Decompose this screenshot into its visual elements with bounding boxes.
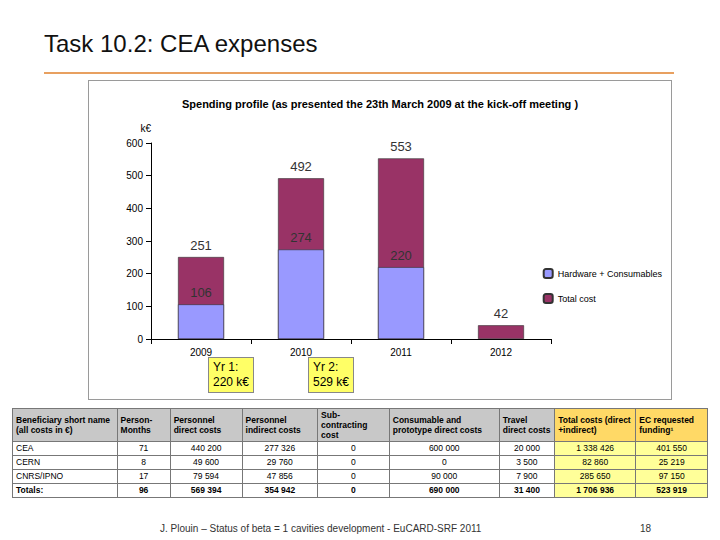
html-text:20 000: 20 000 <box>513 443 540 453</box>
html-text:285 650: 285 650 <box>579 471 611 481</box>
html-text:3 500: 3 500 <box>516 457 538 467</box>
svg-text:274: 274 <box>290 230 312 245</box>
svg-text:400: 400 <box>126 203 143 214</box>
html-text:CERN: CERN <box>16 457 41 467</box>
html-text:31 400: 31 400 <box>513 485 540 495</box>
html-text:CEA: CEA <box>16 443 34 453</box>
html-text:71: 71 <box>138 443 149 453</box>
html-text:0: 0 <box>441 457 447 467</box>
html-text:J. Plouin – Status of beta = 1: J. Plouin – Status of beta = 1 cavities … <box>160 523 482 534</box>
svg-text:2012: 2012 <box>490 347 513 358</box>
html-text:1 338 426: 1 338 426 <box>576 443 615 453</box>
html-text:Yr 1: 220 k€: Yr 1: 220 k€ <box>213 360 249 389</box>
svg-text:k€: k€ <box>140 123 151 134</box>
html-text:79 594: 79 594 <box>193 471 220 481</box>
svg-text:2009: 2009 <box>190 347 213 358</box>
html-text:0: 0 <box>351 485 356 495</box>
html-text:7 900: 7 900 <box>516 471 538 481</box>
svg-text:200: 200 <box>126 268 143 279</box>
html-text:Personnel indirect costs: Personnel indirect costs <box>245 415 301 435</box>
html-text:17: 17 <box>138 471 149 481</box>
html-text:82 860: 82 860 <box>582 457 609 467</box>
html-text:Task 10.2: CEA expenses: Task 10.2: CEA expenses <box>44 30 318 57</box>
svg-text:492: 492 <box>290 159 312 174</box>
html-text:CNRS/IPNO: CNRS/IPNO <box>16 471 64 481</box>
html-text:8: 8 <box>141 457 146 467</box>
html-text:690 000: 690 000 <box>428 485 460 495</box>
svg-text:2010: 2010 <box>290 347 313 358</box>
svg-text:Total cost: Total cost <box>558 294 597 304</box>
html-text:EC requested funding¹: EC requested funding¹ <box>639 415 695 435</box>
html-text:97 150: 97 150 <box>658 471 685 481</box>
html-text:Totals:: Totals: <box>16 485 44 495</box>
html-text:0: 0 <box>351 471 356 481</box>
html-text:Consumable and prototype direc: Consumable and prototype direct costs <box>392 415 483 435</box>
html-text:49 600: 49 600 <box>193 457 220 467</box>
html-text:Person-Months: Person-Months <box>120 415 153 435</box>
svg-text:600: 600 <box>126 138 143 149</box>
html-text:96: 96 <box>138 485 149 495</box>
svg-text:300: 300 <box>126 236 143 247</box>
html-text:0: 0 <box>351 443 356 453</box>
svg-text:2011: 2011 <box>390 347 412 358</box>
svg-text:Hardware + Consumables: Hardware + Consumables <box>558 269 663 279</box>
html-text:29 760: 29 760 <box>266 457 293 467</box>
html-text:440 200: 440 200 <box>190 443 222 453</box>
svg-text:500: 500 <box>126 170 143 181</box>
html-text:277 326: 277 326 <box>264 443 296 453</box>
html-text:25 219: 25 219 <box>658 457 685 467</box>
html-text:90 000: 90 000 <box>431 471 458 481</box>
svg-text:Spending profile (as presented: Spending profile (as presented the 23th … <box>182 98 578 110</box>
html-text:47 856: 47 856 <box>266 471 293 481</box>
svg-text:0: 0 <box>137 334 143 345</box>
html-text:Yr 2: 529 k€: Yr 2: 529 k€ <box>313 360 349 389</box>
html-text:523 919: 523 919 <box>656 485 687 495</box>
svg-text:220: 220 <box>390 248 412 263</box>
html-text:401 550: 401 550 <box>656 443 687 453</box>
html-text:Total costs (direct +indirect): Total costs (direct +indirect) <box>558 415 631 435</box>
svg-text:553: 553 <box>390 139 412 154</box>
html-text:Beneficiary short name (all co: Beneficiary short name (all costs in €) <box>16 415 110 435</box>
html-text:1 706 936: 1 706 936 <box>576 485 615 495</box>
html-text:600 000: 600 000 <box>428 443 460 453</box>
html-text:Sub-contracting cost: Sub-contracting cost <box>321 410 368 440</box>
svg-text:251: 251 <box>190 238 212 253</box>
svg-text:42: 42 <box>494 306 508 321</box>
svg-text:100: 100 <box>126 301 143 312</box>
html-text:18: 18 <box>640 523 652 534</box>
svg-text:106: 106 <box>190 285 212 300</box>
html-text:Personnel direct costs: Personnel direct costs <box>173 415 222 435</box>
html-text:0: 0 <box>351 457 356 467</box>
html-text:569 394: 569 394 <box>190 485 222 495</box>
html-text:354 942: 354 942 <box>264 485 296 495</box>
html-text:Travel direct costs: Travel direct costs <box>502 415 551 435</box>
